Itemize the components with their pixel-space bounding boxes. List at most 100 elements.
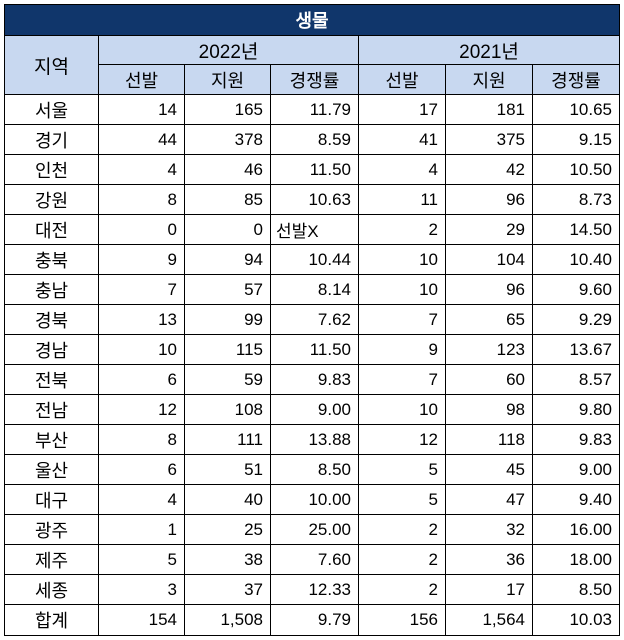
ratio-2021-cell: 9.29	[532, 304, 620, 335]
ratio-2022-cell: 13.88	[270, 424, 359, 455]
ratio-2021-cell: 18.00	[532, 544, 620, 575]
selected-2021-cell: 5	[358, 484, 446, 515]
table-row: 광주 1 25 25.00 2 32 16.00	[4, 514, 620, 545]
ratio-2021-cell: 9.80	[532, 394, 620, 425]
table-row: 강원 8 85 10.63 11 96 8.73	[4, 184, 620, 215]
ratio-2022-cell: 10.44	[270, 244, 359, 275]
applicants-2022-cell: 57	[184, 274, 271, 305]
ratio-2021-cell: 16.00	[532, 514, 620, 545]
applicants-2021-cell: 118	[445, 424, 533, 455]
competition-table: 생물 지역 2022년 2021년 선발 지원 경쟁률 선발 지원 경쟁률 서울…	[4, 4, 620, 636]
ratio-2021-cell: 10.65	[532, 94, 620, 125]
region-cell: 부산	[4, 424, 99, 455]
ratio-header-2021: 경쟁률	[532, 64, 620, 95]
applicants-header-2022: 지원	[184, 64, 271, 95]
ratio-2022-cell: 25.00	[270, 514, 359, 545]
selected-2022-cell: 14	[98, 94, 185, 125]
applicants-2021-cell: 1,564	[445, 604, 533, 636]
region-cell: 충북	[4, 244, 99, 275]
ratio-2022-cell: 7.62	[270, 304, 359, 335]
ratio-2021-cell: 10.40	[532, 244, 620, 275]
region-cell: 제주	[4, 544, 99, 575]
region-cell: 경남	[4, 334, 99, 365]
ratio-2021-cell: 13.67	[532, 334, 620, 365]
ratio-2022-cell: 8.14	[270, 274, 359, 305]
ratio-2022-cell: 11.50	[270, 334, 359, 365]
region-header: 지역	[4, 35, 99, 95]
region-cell: 대구	[4, 484, 99, 515]
selected-2021-cell: 10	[358, 394, 446, 425]
selected-2021-cell: 7	[358, 364, 446, 395]
region-cell: 합계	[4, 604, 99, 636]
selected-2022-cell: 6	[98, 364, 185, 395]
selected-2022-cell: 3	[98, 574, 185, 605]
applicants-2022-cell: 51	[184, 454, 271, 485]
ratio-2022-cell: 7.60	[270, 544, 359, 575]
applicants-2022-cell: 1,508	[184, 604, 271, 636]
selected-2021-cell: 156	[358, 604, 446, 636]
applicants-2021-cell: 98	[445, 394, 533, 425]
region-cell: 강원	[4, 184, 99, 215]
applicants-2021-cell: 17	[445, 574, 533, 605]
selected-2022-cell: 9	[98, 244, 185, 275]
ratio-2021-cell: 10.50	[532, 154, 620, 185]
applicants-2022-cell: 94	[184, 244, 271, 275]
table-row: 전남 12 108 9.00 10 98 9.80	[4, 394, 620, 425]
ratio-2022-cell: 9.00	[270, 394, 359, 425]
applicants-2021-cell: 42	[445, 154, 533, 185]
selected-2021-cell: 5	[358, 454, 446, 485]
region-cell: 인천	[4, 154, 99, 185]
applicants-2022-cell: 46	[184, 154, 271, 185]
ratio-2022-cell: 12.33	[270, 574, 359, 605]
ratio-2022-cell: 8.50	[270, 454, 359, 485]
selected-2021-cell: 9	[358, 334, 446, 365]
ratio-2021-cell: 10.03	[532, 604, 620, 636]
selected-2022-cell: 44	[98, 124, 185, 155]
selected-2022-cell: 7	[98, 274, 185, 305]
selected-2022-cell: 13	[98, 304, 185, 335]
selected-2021-cell: 11	[358, 184, 446, 215]
region-cell: 경기	[4, 124, 99, 155]
selected-2022-cell: 1	[98, 514, 185, 545]
ratio-2022-cell: 9.83	[270, 364, 359, 395]
selected-2021-cell: 10	[358, 274, 446, 305]
applicants-2021-cell: 45	[445, 454, 533, 485]
ratio-2022-cell: 선발X	[270, 214, 359, 245]
table-row: 제주 5 38 7.60 2 36 18.00	[4, 544, 620, 575]
selected-header-2021: 선발	[358, 64, 446, 95]
region-cell: 충남	[4, 274, 99, 305]
selected-2022-cell: 4	[98, 484, 185, 515]
selected-2021-cell: 10	[358, 244, 446, 275]
year-header-2022: 2022년	[98, 35, 359, 65]
applicants-2022-cell: 115	[184, 334, 271, 365]
table-row: 서울 14 165 11.79 17 181 10.65	[4, 94, 620, 125]
applicants-2022-cell: 111	[184, 424, 271, 455]
region-cell: 광주	[4, 514, 99, 545]
ratio-2021-cell: 8.73	[532, 184, 620, 215]
selected-2021-cell: 17	[358, 94, 446, 125]
applicants-2022-cell: 108	[184, 394, 271, 425]
table-row: 대전 0 0 선발X 2 29 14.50	[4, 214, 620, 245]
applicants-2021-cell: 36	[445, 544, 533, 575]
applicants-2022-cell: 59	[184, 364, 271, 395]
selected-2021-cell: 2	[358, 214, 446, 245]
applicants-2021-cell: 96	[445, 274, 533, 305]
ratio-2022-cell: 11.50	[270, 154, 359, 185]
applicants-2022-cell: 165	[184, 94, 271, 125]
selected-2022-cell: 154	[98, 604, 185, 636]
selected-2022-cell: 0	[98, 214, 185, 245]
table-row: 세종 3 37 12.33 2 17 8.50	[4, 574, 620, 605]
selected-2022-cell: 8	[98, 424, 185, 455]
ratio-2021-cell: 9.40	[532, 484, 620, 515]
ratio-2021-cell: 8.57	[532, 364, 620, 395]
selected-2022-cell: 10	[98, 334, 185, 365]
region-cell: 서울	[4, 94, 99, 125]
applicants-2021-cell: 65	[445, 304, 533, 335]
selected-2022-cell: 8	[98, 184, 185, 215]
applicants-2022-cell: 99	[184, 304, 271, 335]
applicants-2022-cell: 38	[184, 544, 271, 575]
table-row: 경남 10 115 11.50 9 123 13.67	[4, 334, 620, 365]
table-row: 경기 44 378 8.59 41 375 9.15	[4, 124, 620, 155]
region-cell: 전북	[4, 364, 99, 395]
ratio-2021-cell: 9.83	[532, 424, 620, 455]
